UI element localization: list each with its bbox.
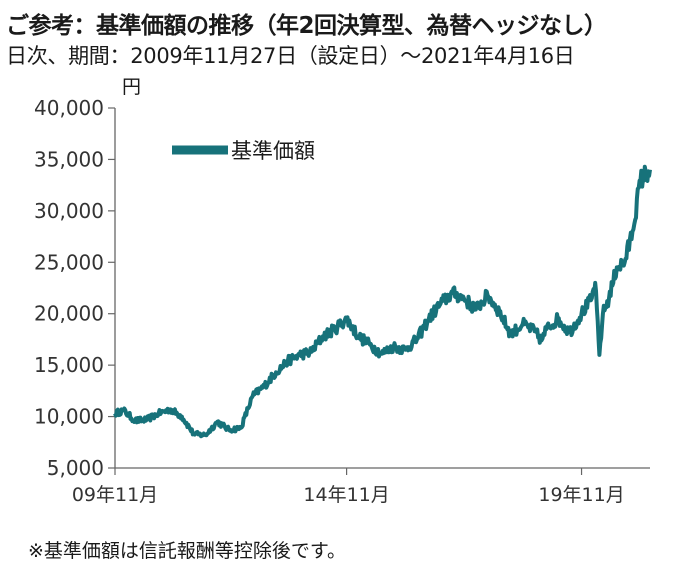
nav-line — [113, 164, 652, 439]
y-tick-label: 30,000 — [34, 199, 104, 223]
y-tick-label: 35,000 — [34, 147, 104, 171]
y-tick-label: 20,000 — [34, 302, 104, 326]
chart-legend: 基準価額 — [172, 139, 315, 163]
y-axis-ticks: 5,000 10,000 15,000 20,000 25,000 30,000 35,00… — [34, 96, 115, 480]
y-tick-label: 15,000 — [34, 353, 104, 377]
chart-subtitle: 日次、期間：2009年11月27日（設定日）～2021年4月16日 — [6, 44, 575, 68]
x-tick-label: 09年11月 — [72, 484, 158, 506]
x-axis-ticks: 09年11月 14年11月 19年11月 — [72, 468, 625, 506]
chart-series — [113, 164, 652, 439]
y-tick-label: 25,000 — [34, 250, 104, 274]
x-tick-label: 14年11月 — [303, 484, 389, 506]
legend-label: 基準価額 — [231, 139, 315, 163]
y-axis-unit: 円 — [122, 76, 142, 98]
y-tick-label: 40,000 — [34, 96, 104, 120]
chart-axes — [114, 108, 650, 469]
y-tick-label: 10,000 — [34, 405, 104, 429]
chart-title: ご参考：基準価額の推移（年2回決算型、為替ヘッジなし） — [6, 13, 607, 39]
y-tick-label: 5,000 — [47, 456, 104, 480]
footnote: ※基準価額は信託報酬等控除後です。 — [28, 540, 347, 562]
x-tick-label: 19年11月 — [538, 484, 624, 506]
